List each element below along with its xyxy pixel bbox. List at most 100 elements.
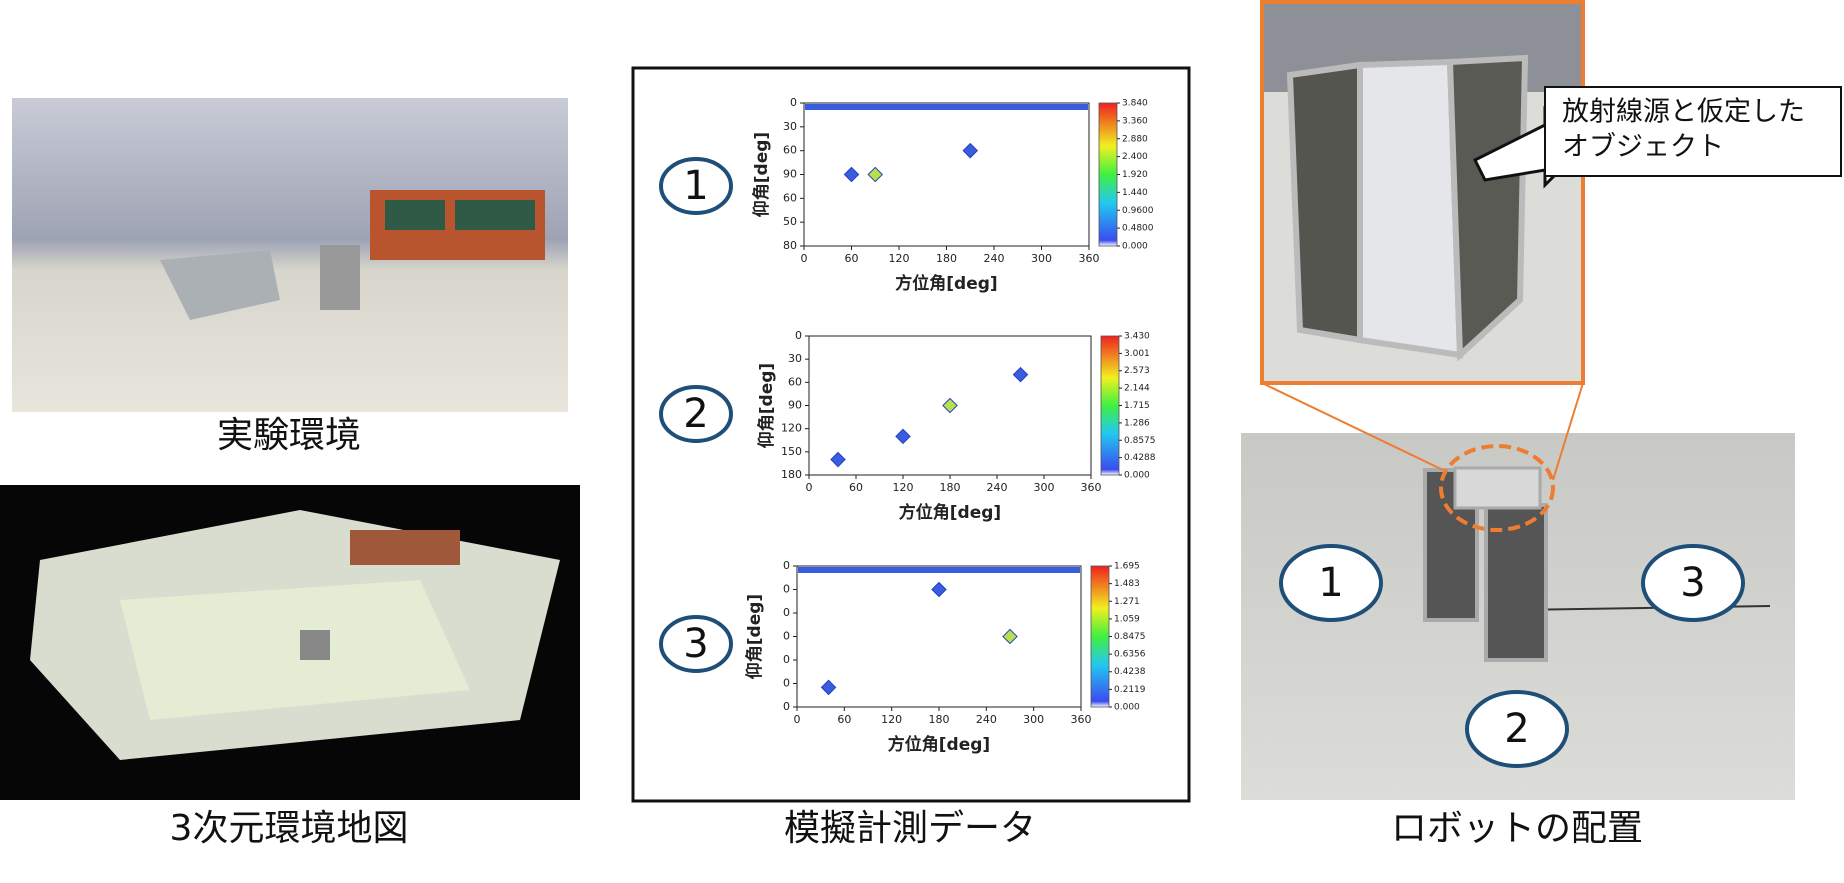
callout-box	[1544, 86, 1842, 177]
object-photo	[1260, 0, 1585, 385]
y-axis-title: 仰角[deg]	[744, 594, 765, 679]
x-tick-label: 0	[801, 252, 808, 265]
x-tick-label: 60	[849, 481, 863, 494]
robot-label: 2	[1504, 706, 1529, 752]
y-axis-title: 仰角[deg]	[756, 363, 777, 448]
y-axis-title: 仰角[deg]	[751, 132, 772, 217]
colorbar-label: 1.715	[1124, 401, 1150, 411]
x-tick-label: 240	[984, 252, 1005, 265]
x-tick-label: 300	[1031, 252, 1052, 265]
colorbar-label: 3.001	[1124, 349, 1150, 359]
y-tick-label: 180	[781, 468, 802, 481]
y-tick-label: 60	[783, 144, 797, 157]
point	[843, 166, 860, 183]
x-axis-title: 方位角[deg]	[895, 273, 997, 294]
x-tick-label: 180	[940, 481, 961, 494]
colorbar-label: 1.920	[1122, 170, 1148, 180]
y-tick-label: 0	[783, 559, 790, 572]
marker-ring	[659, 157, 733, 215]
y-tick-label: 90	[783, 168, 797, 181]
y-tick-label: 0	[783, 677, 790, 690]
colorbar-label: 2.400	[1122, 152, 1148, 162]
point	[1012, 366, 1029, 383]
robot-label: 1	[1318, 560, 1343, 606]
y-tick-label: 60	[783, 191, 797, 204]
y-tick-label: 0	[783, 583, 790, 596]
caption: ロボットの配置	[1391, 808, 1643, 849]
y-tick-label: 90	[788, 399, 802, 412]
x-tick-label: 240	[987, 481, 1008, 494]
colorbar-label: 3.840	[1122, 99, 1148, 109]
colorbar-label: 1.286	[1124, 418, 1150, 428]
caption: 模擬計測データ	[784, 808, 1036, 849]
y-tick-label: 0	[790, 96, 797, 109]
lab-photo	[12, 98, 568, 412]
x-tick-label: 0	[806, 481, 813, 494]
x-axis-title: 方位角[deg]	[888, 734, 990, 755]
y-tick-label: 150	[781, 445, 802, 458]
y-tick-label: 0	[783, 700, 790, 713]
marker-label: 3	[683, 621, 708, 667]
point	[942, 397, 958, 414]
y-tick-label: 0	[783, 630, 790, 643]
colorbar	[1100, 335, 1120, 476]
colorbar-label: 0.4800	[1122, 224, 1154, 234]
point	[895, 428, 911, 445]
colorbar-label: 2.880	[1122, 134, 1148, 144]
marker-ring	[659, 615, 733, 673]
x-tick-label: 300	[1034, 481, 1055, 494]
x-tick-label: 0	[794, 713, 801, 726]
marker-ring	[659, 385, 733, 443]
y-tick-label: 120	[781, 422, 802, 435]
robot-ring	[1641, 544, 1745, 622]
y-tick-label: 0	[783, 606, 790, 619]
x-tick-label: 180	[929, 713, 950, 726]
colorbar	[1098, 102, 1118, 247]
point	[867, 166, 884, 183]
colorbar-label: 0.8475	[1114, 632, 1146, 642]
robot-ring	[1465, 690, 1569, 768]
y-tick-label: 80	[783, 239, 797, 252]
y-tick-label: 30	[783, 120, 797, 133]
colorbar-label: 0.8575	[1124, 436, 1156, 446]
colorbar-label: 3.430	[1124, 332, 1150, 342]
callout-text: オブジェクト	[1562, 132, 1724, 163]
colorbar-label: 1.059	[1114, 614, 1140, 624]
marker-label: 1	[683, 163, 708, 209]
robot-ring	[1279, 544, 1383, 622]
x-tick-label: 360	[1071, 713, 1092, 726]
chart-panel	[631, 66, 1191, 803]
colorbar-label: 0.4238	[1114, 667, 1146, 677]
x-tick-label: 60	[837, 713, 851, 726]
y-tick-label: 30	[788, 352, 802, 365]
colorbar-label: 0.4288	[1124, 453, 1156, 463]
colorbar-label: 0.6356	[1114, 650, 1146, 660]
caption: 3次元環境地図	[170, 808, 409, 849]
x-tick-label: 240	[976, 713, 997, 726]
colorbar	[1090, 565, 1110, 708]
x-tick-label: 300	[1023, 713, 1044, 726]
point-cloud-map	[0, 485, 580, 800]
colorbar-label: 1.440	[1122, 188, 1148, 198]
colorbar-label: 2.144	[1124, 384, 1150, 394]
point	[962, 142, 979, 159]
point	[830, 451, 846, 468]
colorbar-label: 1.271	[1114, 597, 1140, 607]
caption: 実験環境	[217, 415, 361, 456]
y-tick-label: 50	[783, 215, 797, 228]
colorbar-label: 1.695	[1114, 562, 1140, 572]
colorbar-label: 3.360	[1122, 116, 1148, 126]
colorbar-label: 0.9600	[1122, 206, 1154, 216]
colorbar-label: 1.483	[1114, 579, 1140, 589]
colorbar-label: 0.2119	[1114, 685, 1146, 695]
x-tick-label: 360	[1079, 252, 1100, 265]
x-tick-label: 120	[889, 252, 910, 265]
top-band	[798, 567, 1080, 573]
y-tick-label: 0	[783, 653, 790, 666]
x-tick-label: 360	[1081, 481, 1102, 494]
top-band	[805, 104, 1088, 110]
connector	[1552, 382, 1584, 481]
colorbar-label: 0.000	[1124, 471, 1150, 481]
marker-label: 2	[683, 391, 708, 437]
